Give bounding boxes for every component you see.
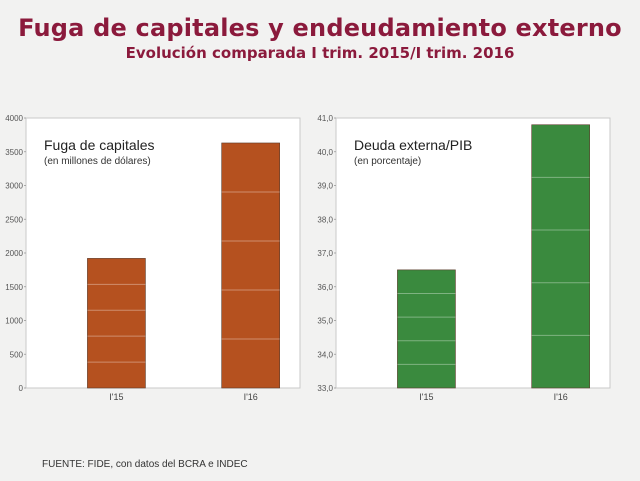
bar-0 bbox=[87, 258, 146, 389]
y-tick-label: 35,0 bbox=[317, 317, 333, 326]
y-tick-label: 1000 bbox=[5, 317, 23, 326]
bar-1 bbox=[531, 124, 590, 389]
chart-panel-fuga: 0 500 1000 1500 2000 2500 3000 3500 4000 I'15 I'16… bbox=[5, 108, 310, 418]
y-tick-label: 3000 bbox=[5, 182, 23, 191]
y-tick-label: 2500 bbox=[5, 215, 23, 224]
y-tick-label: 40,0 bbox=[317, 148, 333, 157]
y-tick-label: 33,0 bbox=[317, 384, 333, 393]
panel-unit: (en millones de dólares) bbox=[44, 156, 151, 167]
y-tick-label: 41,0 bbox=[317, 114, 333, 123]
panel-title: Deuda externa/PIB bbox=[354, 137, 472, 153]
y-tick-label: 39,0 bbox=[317, 182, 333, 191]
bar-1 bbox=[221, 142, 280, 389]
x-tick-label: I'16 bbox=[554, 392, 568, 402]
y-tick-label: 34,0 bbox=[317, 350, 333, 359]
panel-title: Fuga de capitales bbox=[44, 137, 155, 153]
y-tick-label: 36,0 bbox=[317, 283, 333, 292]
y-tick-label: 2000 bbox=[5, 249, 23, 258]
y-tick-label: 38,0 bbox=[317, 215, 333, 224]
y-tick-label: 500 bbox=[10, 350, 24, 359]
y-tick-label: 37,0 bbox=[317, 249, 333, 258]
page-title: Fuga de capitales y endeudamiento extern… bbox=[18, 14, 622, 42]
x-tick-label: I'15 bbox=[109, 392, 123, 402]
source-note: FUENTE: FIDE, con datos del BCRA e INDEC bbox=[42, 459, 248, 470]
x-tick-label: I'16 bbox=[244, 392, 258, 402]
bar-0 bbox=[397, 269, 456, 389]
y-tick-label: 4000 bbox=[5, 114, 23, 123]
fuga-chart: 0 500 1000 1500 2000 2500 3000 3500 4000 I'15 I'16… bbox=[5, 114, 301, 402]
y-tick-label: 1500 bbox=[5, 283, 23, 292]
chart-panel-deuda: 33,0 34,0 35,0 36,0 37,0 38,0 39,0 40,0 41,0 I'15… bbox=[317, 108, 620, 418]
y-tick-label: 0 bbox=[19, 384, 24, 393]
panel-unit: (en porcentaje) bbox=[354, 156, 421, 167]
page-subtitle: Evolución comparada I trim. 2015/I trim.… bbox=[125, 44, 515, 62]
deuda-chart: 33,0 34,0 35,0 36,0 37,0 38,0 39,0 40,0 41,0 I'15… bbox=[317, 114, 611, 402]
x-tick-label: I'15 bbox=[419, 392, 433, 402]
y-tick-label: 3500 bbox=[5, 148, 23, 157]
